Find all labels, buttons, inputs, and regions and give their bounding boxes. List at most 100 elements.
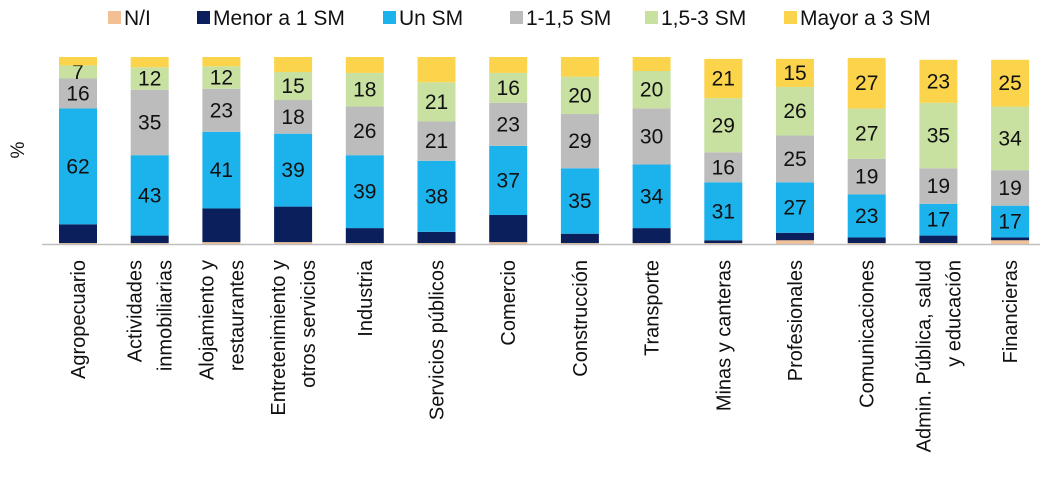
bar-segment-1-1-5-sm (776, 135, 814, 183)
data-label: 23 (855, 205, 878, 228)
data-label: 25 (998, 72, 1021, 95)
bar-segment-1-1-5-sm (274, 100, 313, 134)
legend-swatch-1-1-5-sm (510, 11, 523, 24)
x-tick-label: otros servicios (298, 260, 320, 388)
bar-stack-construccion: 35 29 20 (560, 57, 599, 244)
bar-stack-agropecuario: 62 167 (59, 57, 97, 244)
data-label: 35 (138, 111, 161, 134)
bar-segment-1-5-3-sm (489, 72, 528, 103)
x-tick-label: Admin. Pública, salud (913, 260, 935, 452)
bar-segment-n-i (919, 243, 958, 244)
data-label: 26 (783, 100, 806, 123)
bar-segment-menor-a-1-sm (202, 208, 241, 243)
data-label: 23 (927, 70, 950, 93)
data-label: 34 (998, 127, 1022, 150)
bar-segment-n-i (776, 240, 814, 244)
legend-swatch-un-sm (383, 11, 396, 24)
bar-stack-admin-publica-salud-y-educacion: 17 19 35 23 (919, 59, 958, 244)
bar-segment-un-sm (704, 182, 743, 241)
bar-segment-menor-a-1-sm (919, 235, 958, 244)
x-tick-label: Transporte (642, 260, 664, 356)
bar-stack-profesionales: 27 25 26 15 (776, 58, 814, 244)
bar-segment-mayor-a-3-sm (776, 58, 814, 87)
bar-segment-1-1-5-sm (489, 102, 528, 146)
data-label: 41 (210, 159, 233, 182)
data-label: 26 (353, 120, 376, 143)
bar-segment-n-i (59, 243, 97, 244)
bar-segment-mayor-a-3-sm (632, 57, 671, 72)
data-label: 39 (281, 159, 304, 182)
bar-segment-mayor-a-3-sm (560, 57, 599, 77)
bar-stack-comercio: 37 23 16 (489, 57, 528, 244)
bar-segment-1-5-3-sm (130, 67, 169, 90)
bar-segment-menor-a-1-sm (776, 232, 814, 241)
data-label: 15 (783, 62, 806, 85)
x-tick-label: inmobiliarias (155, 260, 177, 371)
data-label: 20 (568, 84, 591, 107)
bar-segment-1-5-3-sm (274, 71, 313, 101)
bar-segment-menor-a-1-sm (704, 240, 743, 244)
x-tick-label: Construcción (570, 260, 592, 377)
bar-segment-un-sm (274, 133, 313, 207)
bars: 6216743351241231239181539261838212137231… (59, 57, 1030, 244)
x-tick-label: Industria (355, 259, 377, 337)
legend: N/I Menor a 1 SM Un SM 1-1,5 SM 1,5-3 SM Mayo… (108, 7, 931, 30)
data-label: 12 (138, 68, 161, 91)
x-tick-label: Servicios públicos (427, 260, 449, 420)
bar-segment-un-sm (345, 155, 384, 229)
data-label: 35 (927, 125, 950, 148)
data-label: 37 (497, 169, 520, 192)
bar-segment-un-sm (560, 168, 599, 234)
bar-segment-1-5-3-sm (632, 71, 671, 109)
bar-segment-1-1-5-sm (919, 168, 958, 204)
data-label: 17 (927, 209, 950, 232)
data-label: 16 (497, 77, 520, 100)
data-label: 16 (66, 82, 89, 105)
legend-swatch-1-5-3-sm (645, 11, 658, 24)
bar-segment-1-1-5-sm (847, 158, 886, 195)
data-label: 30 (640, 125, 663, 148)
bar-segment-mayor-a-3-sm (59, 57, 97, 66)
x-axis-labels: Agropecuario Actividades inmobiliarias Aloj… (68, 259, 1022, 452)
bar-segment-mayor-a-3-sm (130, 57, 169, 68)
bar-segment-un-sm (202, 131, 241, 209)
bar-segment-mayor-a-3-sm (847, 57, 886, 109)
data-label: 21 (425, 91, 448, 114)
bar-stack-actividades-inmobiliarias: 43 35 12 (130, 57, 169, 244)
x-tick-label: Comunicaciones (857, 260, 879, 408)
bar-segment-un-sm (847, 194, 886, 238)
data-label: 20 (640, 79, 663, 102)
bar-segment-mayor-a-3-sm (202, 57, 241, 67)
data-label: 31 (712, 200, 735, 223)
data-label: 43 (138, 184, 161, 207)
y-axis-label: % (8, 141, 29, 158)
bar-segment-1-5-3-sm (202, 66, 241, 89)
bar-stack-industria: 39 26 18 (345, 57, 384, 244)
bar-segment-1-1-5-sm (991, 170, 1030, 206)
bar-segment-menor-a-1-sm (59, 224, 97, 244)
bar-segment-un-sm (417, 160, 456, 232)
bar-segment-n-i (130, 243, 169, 244)
bar-stack-alojamiento-y-restaurantes: 41 23 12 (202, 57, 241, 244)
data-label: 27 (783, 197, 806, 220)
bar-segment-1-1-5-sm (417, 121, 456, 161)
data-label: 39 (353, 181, 376, 204)
bar-stack-servicios-publicos: 38 21 21 (417, 57, 456, 244)
bar-segment-menor-a-1-sm (991, 237, 1030, 241)
bar-segment-n-i (345, 243, 384, 244)
x-tick-label: Entretenimiento y (268, 260, 290, 416)
x-tick-label: Minas y canteras (713, 260, 735, 411)
data-label: 18 (281, 106, 304, 129)
x-tick-label: y educación (943, 260, 965, 367)
x-tick-label: Actividades (125, 260, 147, 362)
data-label: 19 (998, 177, 1021, 200)
bar-segment-mayor-a-3-sm (417, 57, 456, 83)
bar-segment-n-i (704, 243, 743, 244)
bar-segment-menor-a-1-sm (560, 233, 599, 244)
legend-swatch-n-i (108, 11, 121, 24)
bar-segment-n-i (202, 242, 241, 244)
data-label: 27 (855, 123, 878, 146)
bar-segment-n-i (274, 242, 313, 244)
data-label: 27 (855, 72, 878, 95)
